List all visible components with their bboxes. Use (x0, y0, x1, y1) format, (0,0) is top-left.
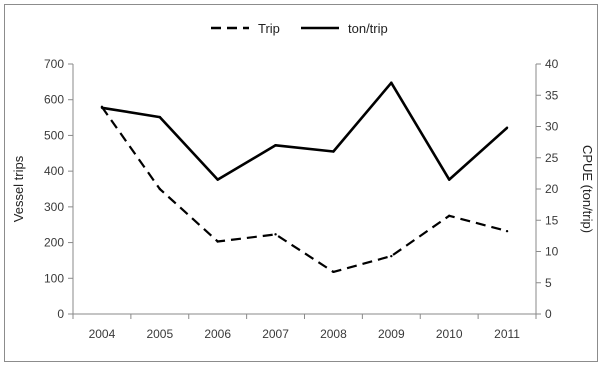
y-left-tick-label: 400 (44, 164, 64, 178)
x-tick-label: 2008 (320, 327, 347, 341)
data-point-trip (216, 240, 218, 242)
axes (68, 64, 541, 319)
y-right-tick-label: 5 (545, 276, 552, 290)
y-left-tick-label: 0 (57, 307, 64, 321)
y-left-tick-label: 300 (44, 200, 64, 214)
series-line-trip (102, 107, 507, 272)
dual-axis-line-chart: 0 100 200 300 400 500 600 700 0 5 10 15 20 25 30 35 40 20… (5, 5, 599, 363)
y-right-tick-label: 35 (545, 88, 559, 102)
y-left-tick-label: 200 (44, 236, 64, 250)
data-point-ton-per-trip (159, 116, 161, 118)
y-left-tick-label: 100 (44, 271, 64, 285)
y-right-tick-label: 0 (545, 307, 552, 321)
data-point-trip (159, 188, 161, 190)
series-line-ton-per-trip (102, 83, 507, 180)
x-tick-label: 2005 (146, 327, 173, 341)
legend: Trip ton/trip (211, 21, 388, 36)
x-tick-label: 2010 (436, 327, 463, 341)
y-right-tick-label: 25 (545, 151, 559, 165)
legend-label-ton-per-trip: ton/trip (348, 21, 388, 36)
y-left-tick-label: 600 (44, 93, 64, 107)
data-point-ton-per-trip (390, 82, 392, 84)
y-axis-title-left: Vessel trips (11, 155, 26, 222)
y-right-tick-label: 20 (545, 182, 559, 196)
y-left-tick-label: 500 (44, 128, 64, 142)
x-tick-label: 2011 (494, 327, 520, 341)
data-point-ton-per-trip (332, 150, 334, 152)
y-right-tick-label: 30 (545, 120, 559, 134)
y-right-tick-label: 15 (545, 213, 559, 227)
data-point-ton-per-trip (448, 178, 450, 180)
data-point-trip (332, 271, 334, 273)
tick-labels: 0 100 200 300 400 500 600 700 0 5 10 15 20 25 30 35 40 20… (44, 57, 559, 341)
y-axis-title-right: CPUE (ton/trip) (580, 145, 595, 233)
data-point-trip (448, 215, 450, 217)
data-point-ton-per-trip (216, 178, 218, 180)
x-tick-label: 2006 (204, 327, 231, 341)
data-point-ton-per-trip (274, 144, 276, 146)
y-right-tick-label: 10 (545, 245, 559, 259)
data-point-trip (506, 230, 508, 232)
data-point-trip (274, 233, 276, 235)
chart-frame: 0 100 200 300 400 500 600 700 0 5 10 15 20 25 30 35 40 20… (4, 4, 598, 362)
x-tick-label: 2009 (378, 327, 405, 341)
data-point-trip (390, 255, 392, 257)
series-lines (101, 82, 509, 274)
y-left-tick-label: 700 (44, 57, 64, 71)
legend-label-trip: Trip (258, 21, 280, 36)
data-point-ton-per-trip (506, 127, 508, 129)
y-right-tick-label: 40 (545, 57, 559, 71)
x-tick-label: 2004 (89, 327, 116, 341)
data-point-ton-per-trip (101, 107, 103, 109)
x-tick-label: 2007 (262, 327, 289, 341)
